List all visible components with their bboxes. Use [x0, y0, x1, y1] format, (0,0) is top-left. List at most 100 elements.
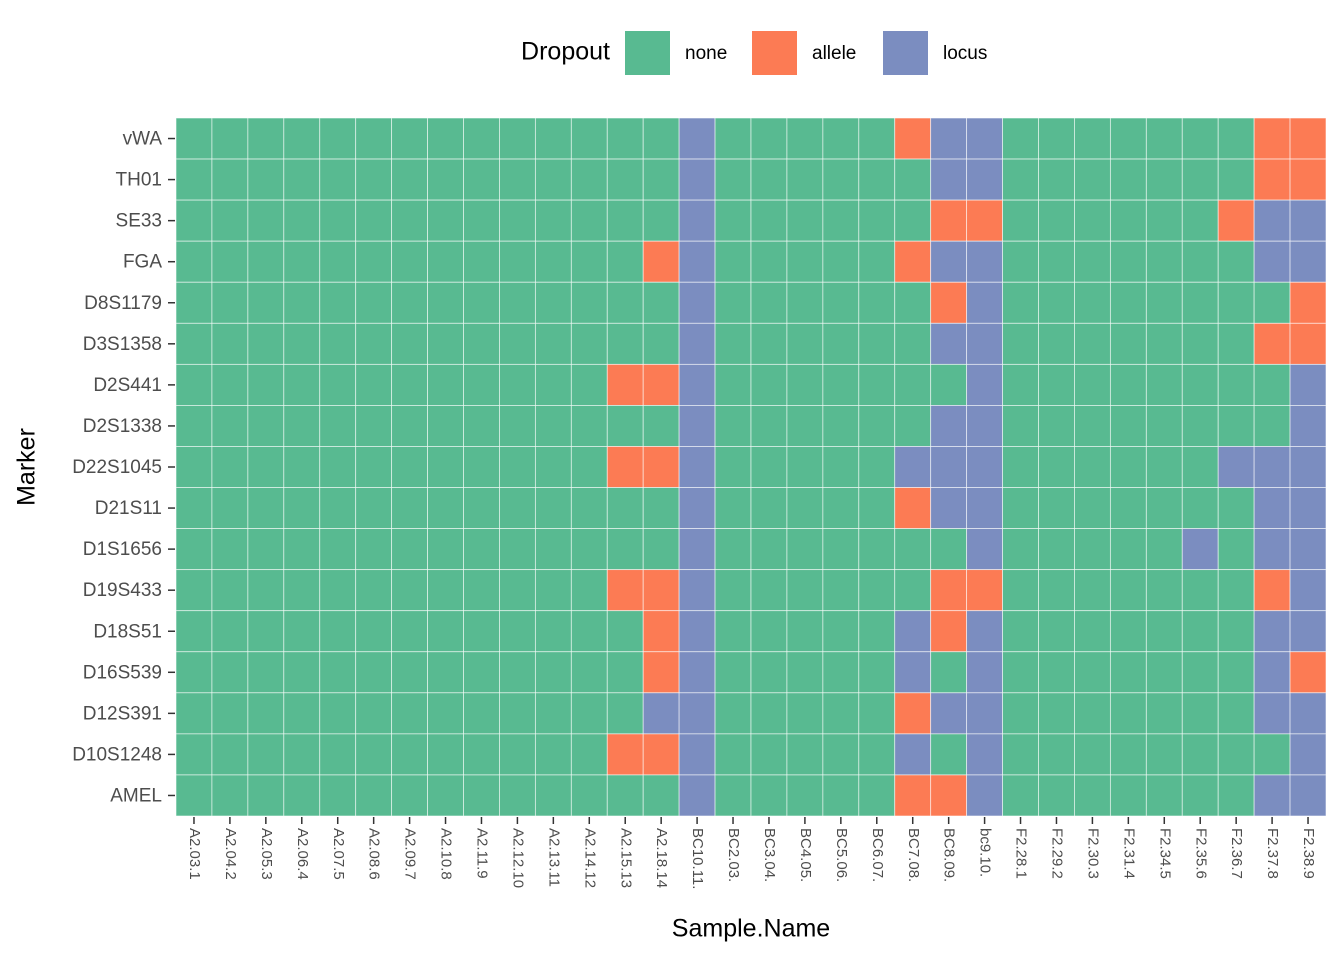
heatmap-cell: [714, 281, 752, 324]
heatmap-cell: [1038, 446, 1075, 488]
heatmap-cell: [822, 405, 860, 447]
heatmap-cell: [1289, 281, 1327, 324]
heatmap-cell: [534, 528, 572, 571]
heatmap-cell: [678, 774, 716, 817]
heatmap-cell: [211, 240, 249, 283]
heatmap-cell: [499, 322, 536, 365]
heatmap-cell: [355, 651, 393, 694]
y-tick-label: TH01: [116, 170, 162, 191]
heatmap-cell: [894, 117, 932, 160]
heatmap-cell: [355, 199, 393, 242]
legend-key: [625, 31, 670, 75]
x-tick-label: F2.34.5: [1156, 828, 1173, 879]
heatmap-cell: [750, 569, 788, 612]
heatmap-cell: [642, 117, 680, 160]
heatmap-cell: [1217, 692, 1255, 735]
heatmap-cell: [606, 405, 644, 447]
heatmap-cell: [1038, 281, 1075, 324]
heatmap-cell: [499, 733, 536, 776]
heatmap-cell: [1002, 281, 1039, 324]
heatmap-cell: [642, 240, 680, 283]
heatmap-cell: [1074, 158, 1111, 201]
heatmap-cell: [355, 363, 393, 406]
heatmap-cell: [175, 651, 213, 694]
heatmap-cell: [1289, 158, 1327, 201]
heatmap-cell: [319, 610, 357, 653]
heatmap-cell: [786, 774, 824, 817]
heatmap-cell: [499, 199, 536, 242]
heatmap-cell: [750, 774, 788, 817]
heatmap-cell: [319, 774, 357, 817]
heatmap-cell: [894, 240, 932, 283]
heatmap-cell: [1002, 405, 1039, 447]
heatmap-cell: [211, 405, 249, 447]
heatmap-cell: [1038, 610, 1075, 653]
heatmap-cell: [427, 322, 464, 365]
heatmap-cell: [211, 322, 249, 365]
heatmap-cell: [750, 405, 788, 447]
legend-title: Dropout: [521, 38, 610, 66]
y-axis-title: Marker: [13, 428, 41, 506]
heatmap-cell: [966, 199, 1003, 242]
x-tick-label: F2.36.7: [1228, 828, 1245, 879]
heatmap-cell: [642, 363, 680, 406]
heatmap-cell: [894, 692, 932, 735]
x-tick-label: A2.11.9: [474, 828, 491, 879]
heatmap-cell: [930, 281, 968, 324]
heatmap-cell: [966, 774, 1003, 817]
heatmap-cell: [211, 774, 249, 817]
heatmap-cell: [247, 610, 285, 653]
heatmap-cell: [427, 240, 464, 283]
heatmap-cell: [1145, 363, 1183, 406]
heatmap-cell: [1038, 774, 1075, 817]
heatmap-cell: [175, 569, 213, 612]
y-tick-label: D18S51: [93, 621, 162, 642]
heatmap-cell: [858, 651, 896, 694]
heatmap-cell: [534, 774, 572, 817]
x-tick-label: BC4.05.: [797, 828, 814, 882]
heatmap-cell: [894, 322, 932, 365]
heatmap-cell: [355, 528, 393, 571]
heatmap-cell: [427, 774, 464, 817]
heatmap-cell: [822, 487, 860, 529]
heatmap-cell: [283, 363, 321, 406]
heatmap-cell: [319, 405, 357, 447]
heatmap-cell: [1289, 569, 1327, 612]
heatmap-cell: [247, 363, 285, 406]
heatmap-cell: [1289, 199, 1327, 242]
heatmap-cell: [570, 487, 608, 529]
heatmap-cell: [355, 487, 393, 529]
heatmap-cell: [894, 528, 932, 571]
heatmap-cell: [1074, 774, 1111, 817]
x-tick-label: A2.09.7: [402, 828, 419, 880]
heatmap-cell: [1002, 569, 1039, 612]
heatmap-cell: [283, 158, 321, 201]
heatmap-cell: [822, 528, 860, 571]
heatmap-cell: [714, 117, 752, 160]
x-tick-label: A2.05.3: [258, 828, 275, 880]
heatmap-cell: [894, 610, 932, 653]
heatmap-cell: [1253, 405, 1291, 447]
heatmap-cell: [463, 240, 500, 283]
heatmap-cell: [1038, 240, 1075, 283]
heatmap-cell: [678, 733, 716, 776]
heatmap-cell: [1145, 651, 1183, 694]
y-tick-label: SE33: [116, 211, 162, 232]
heatmap-cell: [534, 199, 572, 242]
heatmap-cell: [1145, 322, 1183, 365]
heatmap-cell: [1038, 651, 1075, 694]
heatmap-cell: [930, 692, 968, 735]
heatmap-cell: [1253, 363, 1291, 406]
heatmap-cell: [319, 692, 357, 735]
x-tick-label: A2.10.8: [438, 828, 455, 880]
heatmap-cell: [606, 528, 644, 571]
heatmap-cell: [355, 569, 393, 612]
heatmap-cell: [247, 158, 285, 201]
heatmap-cell: [750, 281, 788, 324]
heatmap-cell: [606, 774, 644, 817]
heatmap-cell: [642, 569, 680, 612]
heatmap-cell: [499, 363, 536, 406]
heatmap-cell: [1109, 405, 1147, 447]
heatmap-cell: [247, 528, 285, 571]
heatmap-cell: [427, 569, 464, 612]
